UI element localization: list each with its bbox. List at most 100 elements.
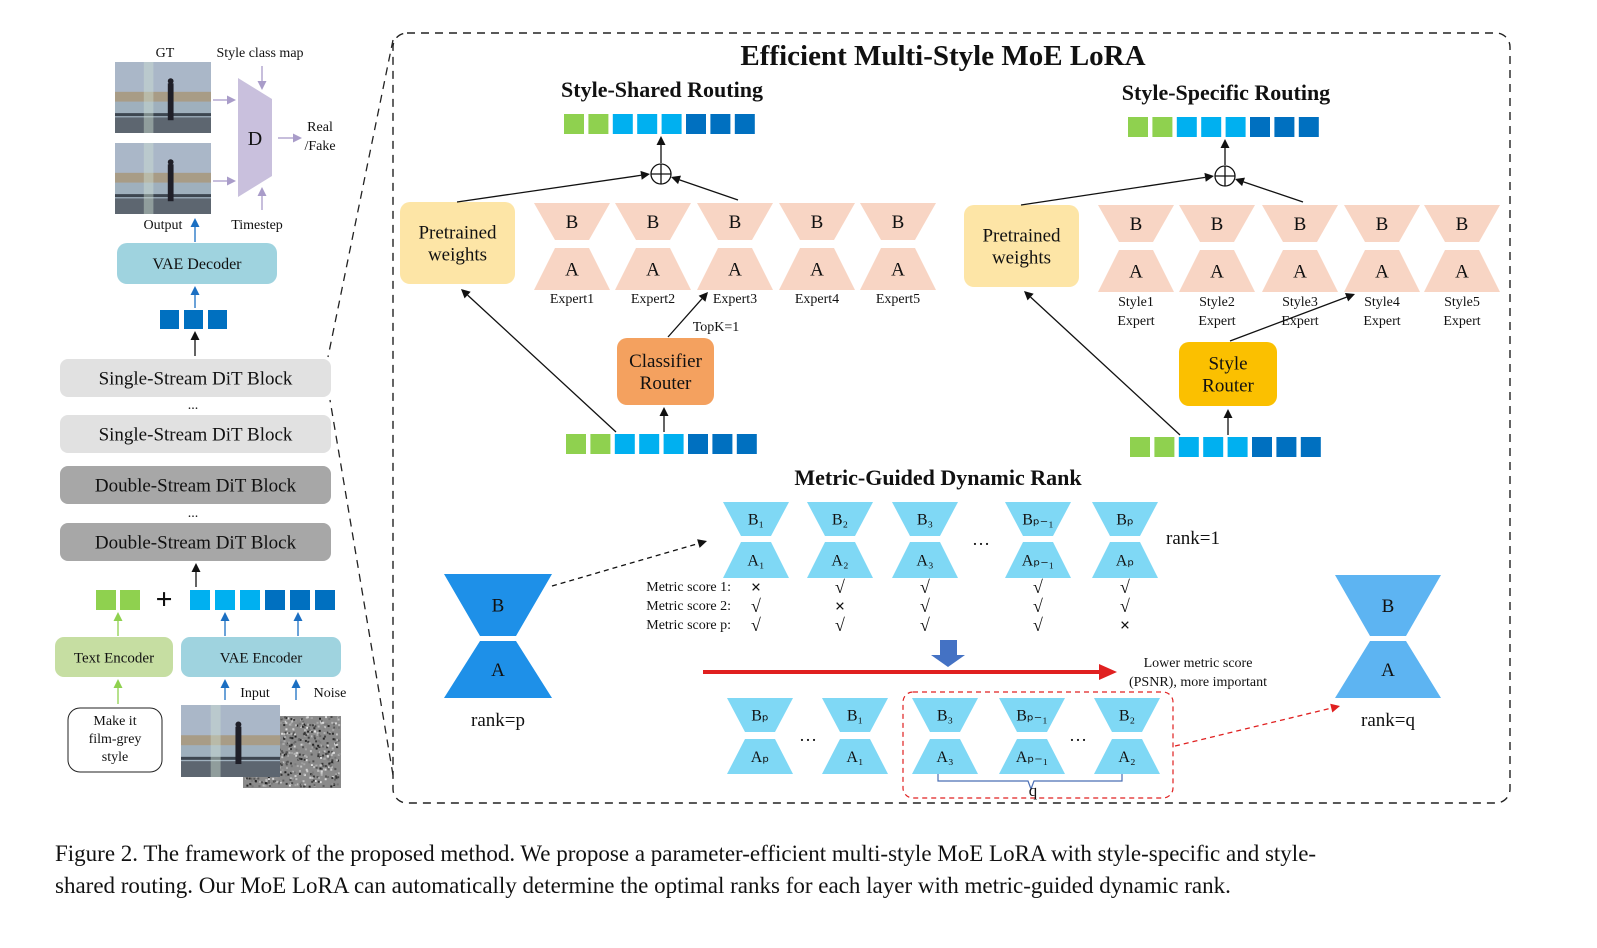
metric-mark: √ [751, 596, 761, 616]
style-expert-label: Expert [1363, 314, 1400, 329]
noise-speck [288, 723, 291, 726]
noise-speck [279, 780, 282, 783]
lora-b-trapezoid [1094, 698, 1160, 732]
lora-a-trapezoid [912, 739, 978, 774]
routing-heading: Style-Specific Routing [1122, 80, 1330, 105]
noise-speck [330, 766, 333, 769]
noise-speck [289, 777, 292, 780]
noise-speck [322, 764, 325, 767]
token-square [1274, 117, 1295, 137]
noise-speck [284, 720, 287, 723]
noise-speck [258, 785, 261, 788]
noise-speck [319, 741, 322, 744]
style-expert-label: Expert [1117, 314, 1154, 329]
noise-speck [314, 737, 317, 740]
noise-speck [327, 766, 330, 769]
noise-speck [327, 758, 330, 761]
lora-a-label: A [1455, 262, 1469, 283]
noise-speck [310, 773, 313, 776]
noise-speck [305, 756, 308, 759]
tokens-to-router-arrow [659, 407, 669, 432]
noise-speck [331, 761, 334, 764]
decoder-to-output-arrow-head [190, 218, 200, 227]
noise-speck [329, 765, 332, 768]
lora-a-label: A [1381, 660, 1395, 681]
token-square [588, 114, 609, 134]
lora-a-trapezoid [779, 248, 855, 290]
expert-label: Expert3 [713, 292, 757, 307]
noise-speck [283, 753, 286, 756]
lora-b-label: B [492, 596, 505, 617]
noise-speck [281, 732, 284, 735]
lora-a-trapezoid [1179, 250, 1255, 292]
noise-speck [279, 753, 282, 756]
noise-speck [330, 716, 333, 719]
lora-b-trapezoid [697, 203, 773, 240]
noise-speck [306, 723, 309, 726]
noise-speck [326, 742, 329, 745]
noise-speck [303, 733, 306, 736]
noise-speck [323, 726, 326, 729]
double-stream-block-1-text: Double-Stream DiT Block [95, 476, 297, 497]
noise-speck [291, 737, 294, 740]
noise-speck [310, 735, 313, 738]
lora-a-label: A [1375, 262, 1389, 283]
token-square [1300, 437, 1321, 457]
input-tokens [1130, 437, 1321, 457]
noise-speck [301, 762, 304, 765]
person [167, 164, 174, 202]
noise-speck [332, 716, 335, 719]
lora-a-label: Aₚ₋₁ [1016, 749, 1048, 766]
noise-speck [323, 721, 326, 724]
noise-speck [308, 761, 311, 764]
style-expert-label: Expert [1281, 314, 1318, 329]
noise-speck [288, 732, 291, 735]
tokens-to-pretrained-arrow [1024, 291, 1181, 436]
expert-lora-2: BA [1179, 205, 1255, 292]
noise-speck [318, 729, 321, 732]
q-label: q [1029, 781, 1038, 800]
noise-speck [302, 746, 305, 749]
real-fake-arrow [278, 133, 302, 143]
noise-speck [298, 757, 301, 760]
expert-to-sum-arrow-line [1243, 181, 1304, 203]
caption-line-1: Figure 2. The framework of the proposed … [55, 841, 1317, 866]
rail [181, 756, 280, 760]
classifier-router-box-text: Router [640, 373, 692, 394]
token-square [1298, 117, 1319, 137]
classifier-router-box-bg [617, 338, 714, 405]
token-square [639, 434, 660, 454]
prompt-box-bg [67, 707, 163, 773]
topk-label: TopK=1 [693, 320, 740, 335]
token-square [315, 590, 335, 610]
ellipsis: ... [188, 398, 199, 413]
real-label: Real [307, 120, 333, 135]
noise-speck [336, 735, 339, 738]
metric-score-label: Metric score p: [646, 618, 731, 633]
noise-speck [332, 762, 335, 765]
noise-speck [334, 768, 337, 771]
noise-speck [327, 725, 330, 728]
noise-speck [305, 729, 308, 732]
metric-mark: √ [1120, 577, 1130, 597]
noise-speck [322, 784, 325, 787]
lora-a-trapezoid [534, 248, 610, 290]
lora-a-trapezoid [1092, 542, 1158, 578]
noise-speck [284, 771, 287, 774]
noise-speck [328, 762, 331, 765]
expert-label: Expert4 [795, 292, 839, 307]
noise-speck [317, 750, 320, 753]
noise-speck [309, 730, 312, 733]
noise-speck [312, 779, 315, 782]
noise-speck [318, 776, 321, 779]
noise-speck [304, 739, 307, 742]
lora-b-label: B₂ [832, 512, 848, 529]
noise-speck [250, 784, 253, 787]
noise-speck [313, 727, 316, 730]
noise-speck [326, 752, 329, 755]
noise-arrow [291, 679, 301, 700]
noise-speck [295, 778, 298, 781]
noise-speck [294, 775, 297, 778]
noise-speck [257, 780, 260, 783]
noise-speck [317, 737, 320, 740]
